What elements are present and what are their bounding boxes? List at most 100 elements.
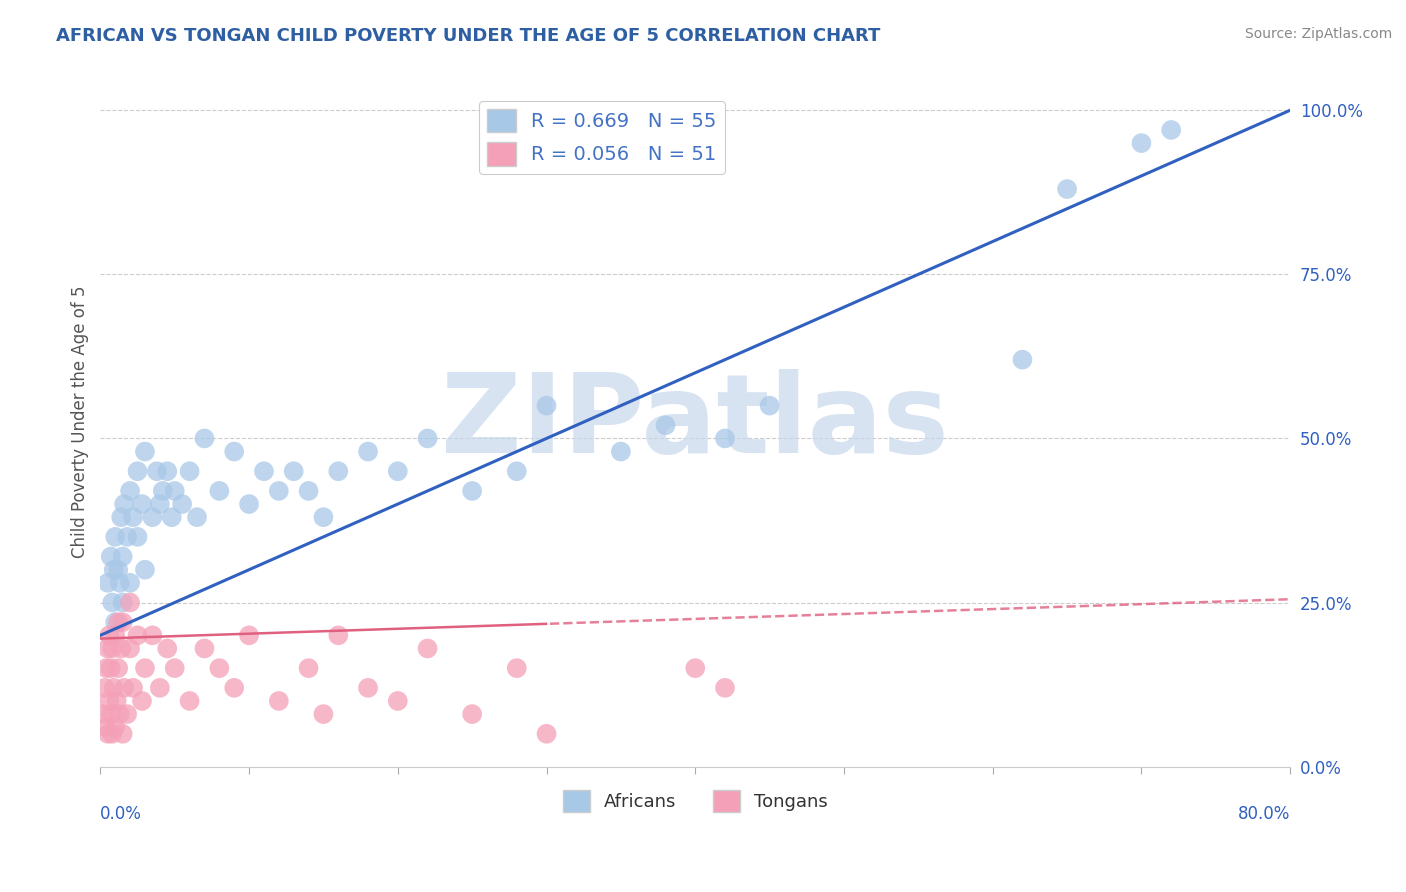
Text: Source: ZipAtlas.com: Source: ZipAtlas.com: [1244, 27, 1392, 41]
Point: [134, 563, 156, 577]
Point: [179, 694, 201, 708]
Point: [108, 575, 131, 590]
Point: [97, 727, 120, 741]
Point: [141, 510, 163, 524]
Point: [253, 464, 276, 478]
Point: [94, 681, 117, 695]
Point: [283, 464, 305, 478]
Point: [115, 707, 138, 722]
Point: [127, 464, 149, 478]
Point: [120, 575, 142, 590]
Point: [100, 661, 122, 675]
Point: [91, 707, 114, 722]
Point: [179, 464, 201, 478]
Point: [160, 510, 183, 524]
Point: [105, 694, 128, 708]
Point: [152, 483, 174, 498]
Point: [104, 628, 127, 642]
Point: [714, 681, 737, 695]
Point: [101, 641, 124, 656]
Point: [1011, 352, 1033, 367]
Point: [112, 681, 135, 695]
Point: [357, 681, 380, 695]
Point: [297, 483, 319, 498]
Point: [267, 483, 290, 498]
Text: 0.0%: 0.0%: [100, 805, 142, 823]
Point: [127, 628, 149, 642]
Y-axis label: Child Poverty Under the Age of 5: Child Poverty Under the Age of 5: [72, 285, 89, 558]
Point: [193, 641, 215, 656]
Point: [103, 563, 125, 577]
Point: [506, 464, 529, 478]
Point: [107, 615, 129, 630]
Point: [97, 575, 120, 590]
Point: [224, 444, 246, 458]
Point: [714, 432, 737, 446]
Point: [1160, 123, 1182, 137]
Point: [98, 694, 121, 708]
Point: [163, 483, 186, 498]
Point: [120, 483, 142, 498]
Point: [146, 464, 169, 478]
Point: [416, 432, 439, 446]
Point: [416, 641, 439, 656]
Point: [328, 628, 350, 642]
Point: [111, 549, 134, 564]
Point: [312, 707, 335, 722]
Point: [224, 681, 246, 695]
Point: [141, 628, 163, 642]
Point: [610, 444, 633, 458]
Point: [112, 497, 135, 511]
Point: [122, 681, 145, 695]
Point: [101, 727, 124, 741]
Point: [120, 595, 142, 609]
Point: [1130, 136, 1153, 150]
Point: [387, 694, 409, 708]
Point: [111, 727, 134, 741]
Point: [193, 432, 215, 446]
Point: [186, 510, 208, 524]
Point: [101, 595, 124, 609]
Point: [134, 444, 156, 458]
Point: [297, 661, 319, 675]
Point: [328, 464, 350, 478]
Point: [104, 530, 127, 544]
Point: [104, 615, 127, 630]
Point: [122, 510, 145, 524]
Point: [536, 399, 558, 413]
Point: [461, 483, 484, 498]
Point: [107, 563, 129, 577]
Point: [156, 464, 179, 478]
Point: [149, 497, 172, 511]
Text: ZIPatlas: ZIPatlas: [441, 368, 949, 475]
Point: [238, 628, 260, 642]
Text: AFRICAN VS TONGAN CHILD POVERTY UNDER THE AGE OF 5 CORRELATION CHART: AFRICAN VS TONGAN CHILD POVERTY UNDER TH…: [56, 27, 880, 45]
Point: [111, 615, 134, 630]
Point: [238, 497, 260, 511]
Point: [312, 510, 335, 524]
Point: [134, 661, 156, 675]
Point: [127, 530, 149, 544]
Point: [267, 694, 290, 708]
Point: [97, 641, 120, 656]
Point: [683, 661, 706, 675]
Point: [461, 707, 484, 722]
Point: [172, 497, 194, 511]
Point: [104, 720, 127, 734]
Point: [100, 549, 122, 564]
Point: [131, 694, 153, 708]
Point: [111, 595, 134, 609]
Point: [131, 497, 153, 511]
Point: [108, 707, 131, 722]
Point: [506, 661, 529, 675]
Point: [758, 399, 780, 413]
Point: [100, 707, 122, 722]
Point: [115, 530, 138, 544]
Point: [163, 661, 186, 675]
Text: 80.0%: 80.0%: [1237, 805, 1291, 823]
Point: [120, 641, 142, 656]
Legend: Africans, Tongans: Africans, Tongans: [555, 783, 835, 820]
Point: [357, 444, 380, 458]
Point: [110, 510, 132, 524]
Point: [98, 628, 121, 642]
